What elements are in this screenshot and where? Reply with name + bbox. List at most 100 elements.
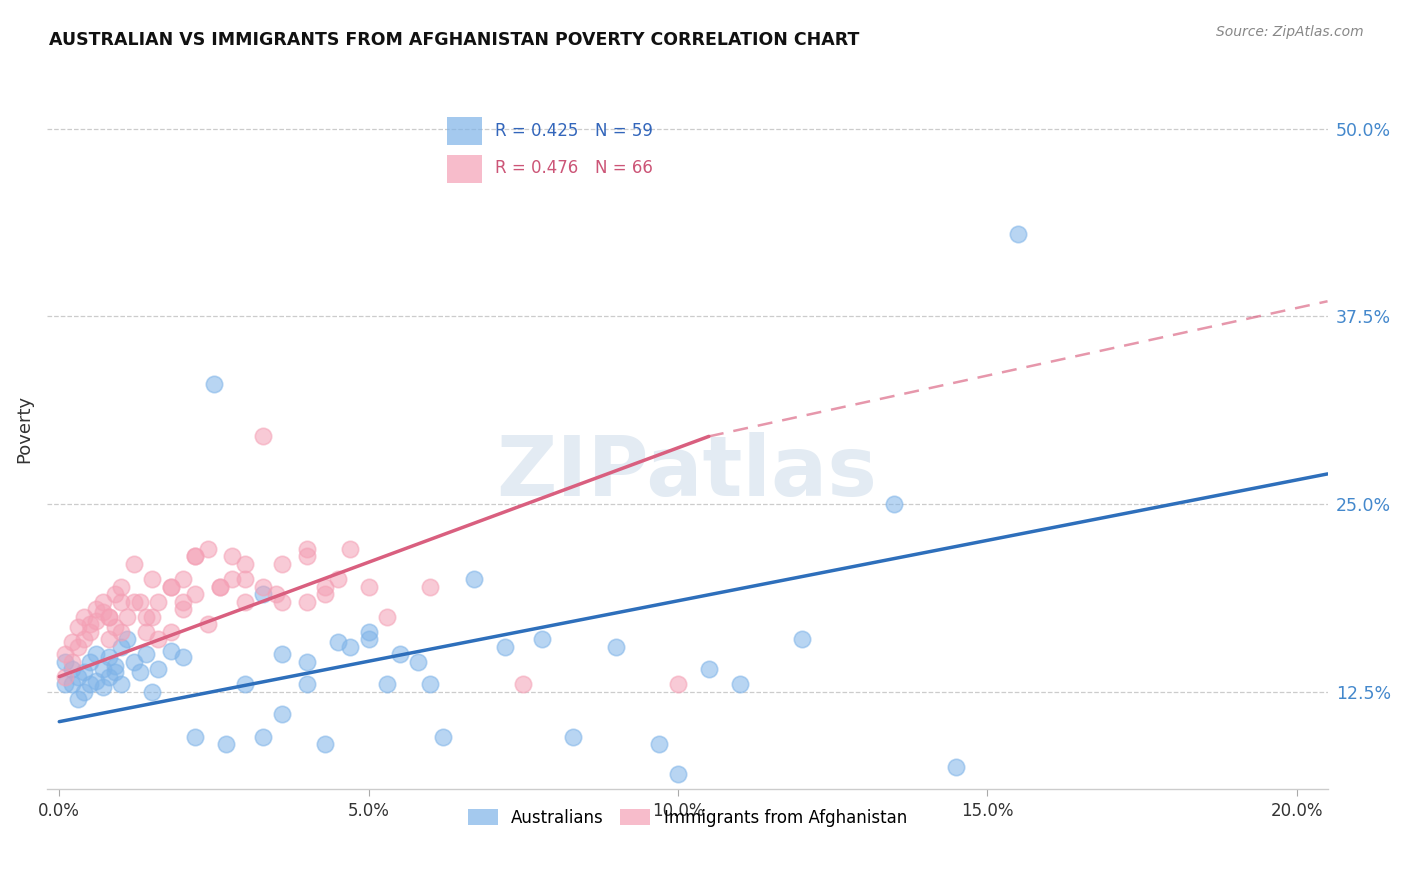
Immigrants from Afghanistan [184,587,207,601]
Immigrants from Afghanistan [221,549,243,564]
Immigrants from Afghanistan [184,549,207,564]
Australians [55,677,77,691]
Immigrants from Afghanistan [271,557,294,571]
Immigrants from Afghanistan [122,594,145,608]
Immigrants from Afghanistan [295,549,318,564]
Immigrants from Afghanistan [73,609,96,624]
Immigrants from Afghanistan [314,580,336,594]
Australians [252,730,274,744]
Australians [463,572,485,586]
Immigrants from Afghanistan [91,594,114,608]
Australians [339,640,361,654]
Australians [79,655,101,669]
Immigrants from Afghanistan [135,624,157,639]
Immigrants from Afghanistan [104,620,127,634]
Australians [790,632,813,646]
Australians [419,677,441,691]
Australians [883,497,905,511]
Immigrants from Afghanistan [110,624,132,639]
Immigrants from Afghanistan [184,549,207,564]
Immigrants from Afghanistan [314,587,336,601]
Australians [561,730,583,744]
Immigrants from Afghanistan [209,580,232,594]
Australians [530,632,553,646]
Immigrants from Afghanistan [141,572,163,586]
Australians [215,737,238,751]
Immigrants from Afghanistan [375,609,398,624]
Immigrants from Afghanistan [172,602,194,616]
Immigrants from Afghanistan [97,632,120,646]
Immigrants from Afghanistan [91,605,114,619]
Immigrants from Afghanistan [97,609,120,624]
Australians [104,659,127,673]
Immigrants from Afghanistan [86,614,108,628]
Text: Source: ZipAtlas.com: Source: ZipAtlas.com [1216,25,1364,39]
Immigrants from Afghanistan [148,632,170,646]
Australians [375,677,398,691]
Immigrants from Afghanistan [141,609,163,624]
Immigrants from Afghanistan [252,580,274,594]
Australians [252,587,274,601]
Immigrants from Afghanistan [128,594,150,608]
Australians [271,707,294,722]
Australians [73,684,96,698]
Australians [128,665,150,679]
Australians [135,647,157,661]
Australians [110,640,132,654]
Immigrants from Afghanistan [295,594,318,608]
Australians [233,677,256,691]
Australians [326,635,349,649]
Immigrants from Afghanistan [197,617,219,632]
Australians [86,674,108,689]
Immigrants from Afghanistan [104,587,127,601]
Australians [73,665,96,679]
Australians [110,677,132,691]
Immigrants from Afghanistan [66,620,89,634]
Immigrants from Afghanistan [60,635,83,649]
Australians [60,677,83,691]
Australians [91,680,114,694]
Australians [666,767,689,781]
Immigrants from Afghanistan [135,609,157,624]
Australians [97,670,120,684]
Australians [406,655,429,669]
Australians [388,647,411,661]
Australians [159,644,181,658]
Immigrants from Afghanistan [110,580,132,594]
Immigrants from Afghanistan [55,670,77,684]
Australians [648,737,671,751]
Australians [432,730,454,744]
Australians [357,624,380,639]
Immigrants from Afghanistan [666,677,689,691]
Australians [295,677,318,691]
Immigrants from Afghanistan [512,677,534,691]
Australians [1007,227,1029,241]
Immigrants from Afghanistan [86,602,108,616]
Australians [605,640,627,654]
Immigrants from Afghanistan [159,580,181,594]
Immigrants from Afghanistan [264,587,287,601]
Immigrants from Afghanistan [60,655,83,669]
Australians [86,647,108,661]
Immigrants from Afghanistan [271,594,294,608]
Immigrants from Afghanistan [295,541,318,556]
Immigrants from Afghanistan [233,594,256,608]
Australians [91,662,114,676]
Immigrants from Afghanistan [55,647,77,661]
Australians [148,662,170,676]
Australians [104,665,127,679]
Immigrants from Afghanistan [172,594,194,608]
Australians [697,662,720,676]
Australians [141,684,163,698]
Immigrants from Afghanistan [73,632,96,646]
Australians [60,662,83,676]
Immigrants from Afghanistan [419,580,441,594]
Australians [357,632,380,646]
Immigrants from Afghanistan [326,572,349,586]
Immigrants from Afghanistan [159,580,181,594]
Australians [79,677,101,691]
Australians [295,655,318,669]
Australians [55,655,77,669]
Immigrants from Afghanistan [117,609,139,624]
Immigrants from Afghanistan [66,640,89,654]
